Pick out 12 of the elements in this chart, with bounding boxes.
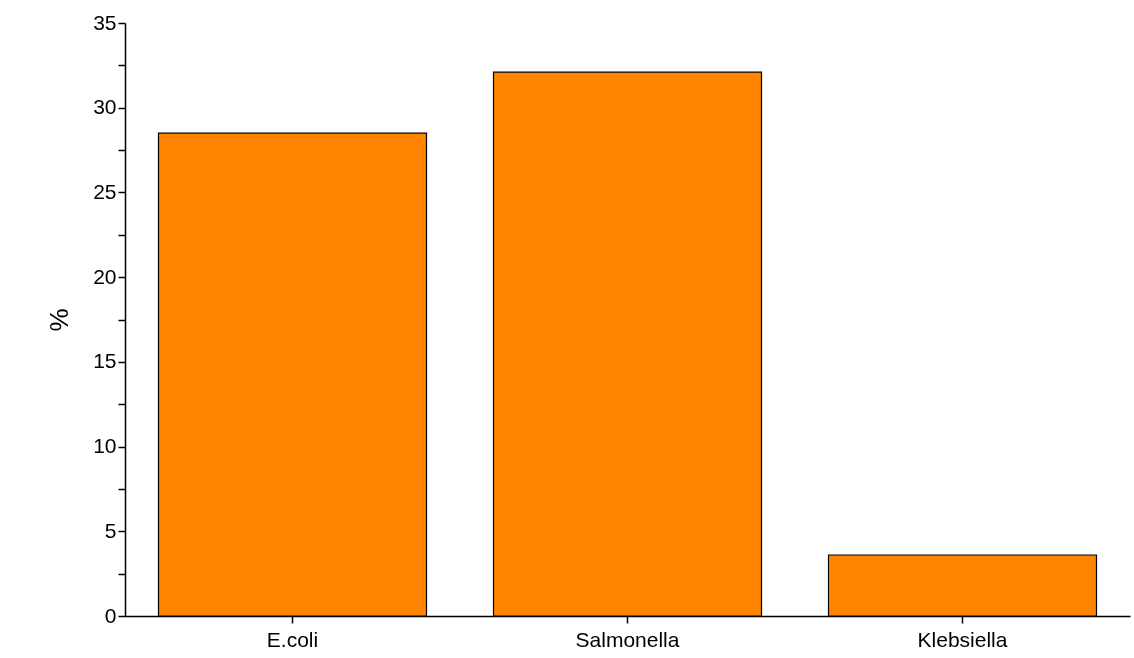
x-tick-label: Salmonella	[575, 627, 680, 651]
x-tick-label: E.coli	[266, 627, 319, 651]
y-tick-label: 35	[93, 10, 117, 34]
y-tick-label: 0	[104, 603, 117, 627]
x-tick-label: Klebsiella	[917, 627, 1008, 651]
y-tick-label: 5	[104, 518, 117, 542]
y-tick-label: 20	[93, 264, 117, 288]
y-tick-label: 25	[93, 179, 117, 203]
y-tick-label: 30	[93, 95, 117, 119]
y-tick-label: 15	[93, 349, 117, 373]
y-axis-title: %	[44, 308, 75, 332]
y-tick-label: 10	[93, 434, 117, 458]
